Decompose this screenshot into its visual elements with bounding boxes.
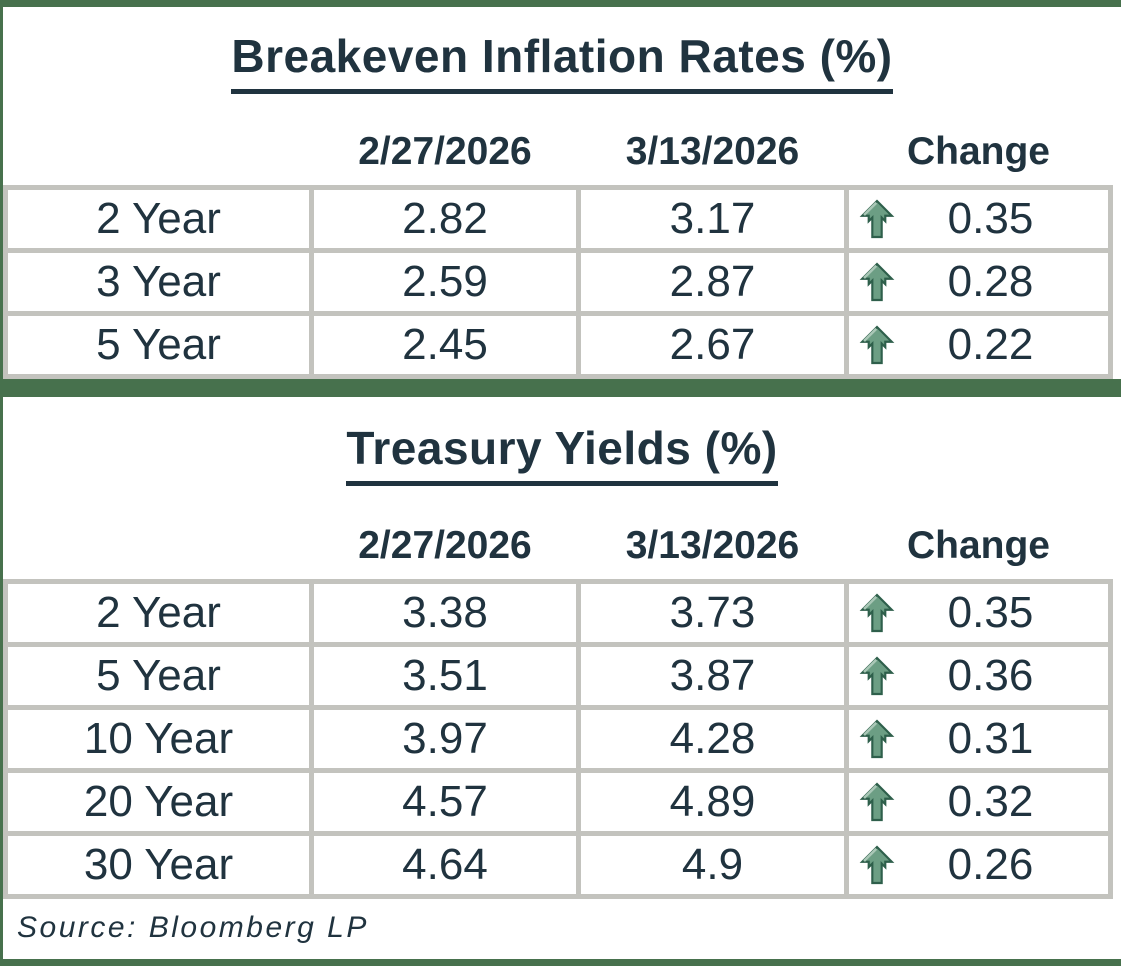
row-label-cell: 30 Year <box>8 836 309 894</box>
row-label-cell: 10 Year <box>8 710 309 768</box>
up-arrow-icon <box>859 325 895 365</box>
column-header-date2: 3/13/2026 <box>625 130 800 173</box>
value-cell-date1: 4.64 <box>314 836 576 894</box>
up-arrow-icon <box>859 719 895 759</box>
up-arrow-icon <box>859 262 895 302</box>
up-arrow-icon <box>859 656 895 696</box>
row-label-cell: 2 Year <box>8 584 309 642</box>
value-cell-date1: 2.45 <box>314 316 576 374</box>
change-cell: 0.36 <box>849 647 1108 705</box>
breakeven-inflation-table: Breakeven Inflation Rates (%) 2/27/2026 … <box>3 7 1121 379</box>
up-arrow-icon <box>859 782 895 822</box>
bottom-accent-bar <box>0 959 1121 966</box>
value-cell-date2: 2.67 <box>581 316 844 374</box>
change-value: 0.22 <box>947 320 1034 369</box>
value-cell-date1: 3.38 <box>314 584 576 642</box>
change-value: 0.32 <box>947 777 1034 826</box>
column-header-date2: 3/13/2026 <box>625 524 800 567</box>
column-header-change: Change <box>906 130 1050 173</box>
value-cell-date2: 4.89 <box>581 773 844 831</box>
up-arrow-icon <box>859 199 895 239</box>
footer-row: Source: Bloomberg LP <box>3 899 1121 957</box>
value-cell-date2: 3.87 <box>581 647 844 705</box>
source-note: Source: Bloomberg LP <box>17 911 369 944</box>
treasury-yields-table: Treasury Yields (%) 2/27/2026 3/13/2026 … <box>3 397 1121 899</box>
value-cell-date2: 3.73 <box>581 584 844 642</box>
value-cell-date2: 4.28 <box>581 710 844 768</box>
change-value: 0.26 <box>947 840 1034 889</box>
up-arrow-icon <box>859 845 895 885</box>
row-label-cell: 2 Year <box>8 190 309 248</box>
change-value: 0.35 <box>947 194 1034 243</box>
change-cell: 0.32 <box>849 773 1108 831</box>
change-value: 0.31 <box>947 714 1034 763</box>
column-header-date1: 2/27/2026 <box>358 524 532 567</box>
change-value: 0.36 <box>947 651 1034 700</box>
table-title: Treasury Yields (%) <box>346 424 778 486</box>
value-cell-date1: 3.97 <box>314 710 576 768</box>
change-cell: 0.35 <box>849 584 1108 642</box>
row-label-cell: 5 Year <box>8 316 309 374</box>
change-value: 0.28 <box>947 257 1034 306</box>
value-cell-date2: 4.9 <box>581 836 844 894</box>
value-cell-date1: 2.59 <box>314 253 576 311</box>
value-cell-date1: 3.51 <box>314 647 576 705</box>
treasury-data-grid: 2 Year 3.38 3.73 0.35 5 Year 3.51 3.87 0.36 10… <box>3 579 1113 899</box>
column-header-date1: 2/27/2026 <box>358 130 532 173</box>
row-label-cell: 20 Year <box>8 773 309 831</box>
breakeven-title-block: Breakeven Inflation Rates (%) <box>3 7 1121 119</box>
treasury-title-block: Treasury Yields (%) <box>3 397 1121 513</box>
column-header-change: Change <box>906 524 1050 567</box>
row-label-cell: 3 Year <box>8 253 309 311</box>
change-cell: 0.35 <box>849 190 1108 248</box>
top-accent-bar <box>0 0 1121 7</box>
value-cell-date2: 2.87 <box>581 253 844 311</box>
change-cell: 0.22 <box>849 316 1108 374</box>
table-title: Breakeven Inflation Rates (%) <box>231 32 893 94</box>
treasury-header-row: 2/27/2026 3/13/2026 Change <box>3 513 1113 579</box>
change-value: 0.35 <box>947 588 1034 637</box>
change-cell: 0.28 <box>849 253 1108 311</box>
middle-accent-bar <box>0 379 1121 397</box>
change-cell: 0.31 <box>849 710 1108 768</box>
breakeven-data-grid: 2 Year 2.82 3.17 0.35 3 Year 2.59 2.87 0.28 5 … <box>3 185 1113 379</box>
value-cell-date1: 2.82 <box>314 190 576 248</box>
breakeven-header-row: 2/27/2026 3/13/2026 Change <box>3 119 1113 185</box>
change-cell: 0.26 <box>849 836 1108 894</box>
value-cell-date1: 4.57 <box>314 773 576 831</box>
up-arrow-icon <box>859 593 895 633</box>
row-label-cell: 5 Year <box>8 647 309 705</box>
value-cell-date2: 3.17 <box>581 190 844 248</box>
